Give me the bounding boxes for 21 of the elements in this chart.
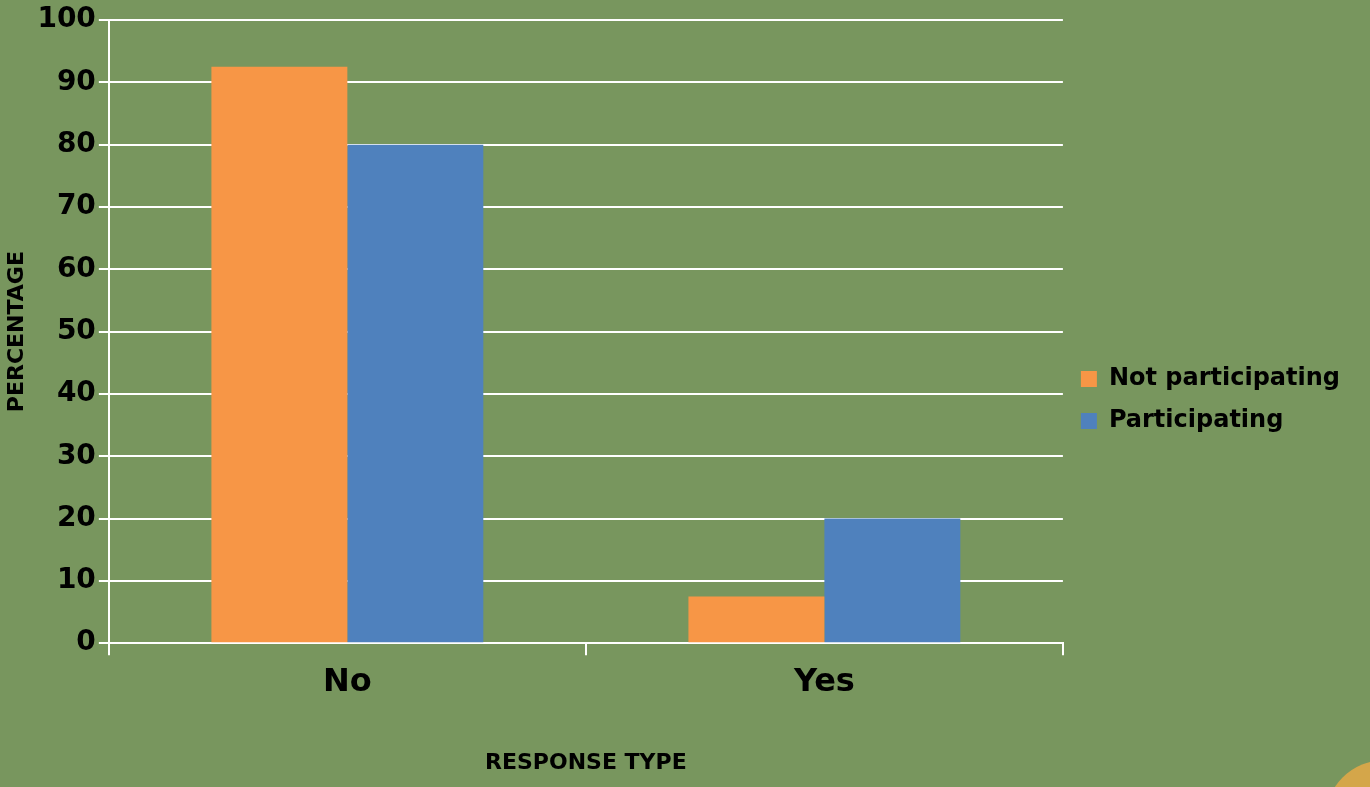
bar [824,518,961,643]
y-tick-label: 20 [56,499,96,533]
bar [211,66,348,643]
legend-label: Not participating [1108,363,1340,392]
bar [688,596,825,643]
y-tick-label: 30 [56,437,96,471]
y-tick-label: 0 [76,624,96,658]
x-tick-label: No [322,660,372,699]
x-tick-label: Yes [792,660,855,699]
y-tick-label: 90 [56,63,96,97]
y-tick-label: 100 [37,1,96,35]
legend-label: Participating [1108,405,1284,434]
y-tick-label: 60 [56,250,96,284]
bar [347,144,484,643]
y-axis-title: PERCENTAGE [2,251,28,413]
y-tick-label: 70 [56,188,96,222]
y-tick-label: 10 [56,562,96,596]
y-tick-label: 80 [56,125,96,159]
y-tick-label: 50 [56,312,96,346]
y-tick-label: 40 [56,375,96,409]
x-axis-title: RESPONSE TYPE [485,748,687,774]
